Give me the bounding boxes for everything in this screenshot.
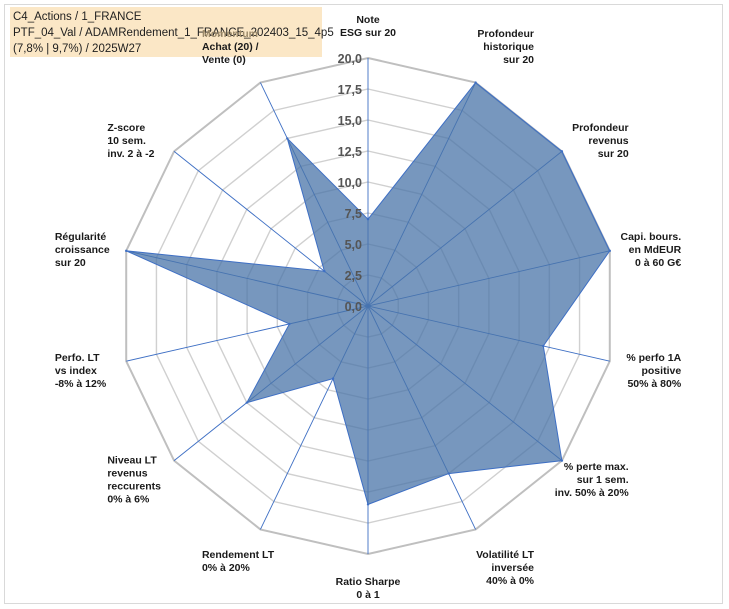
axis-label-1-line-2: sur 20 xyxy=(503,54,534,66)
axis-label-11-line-0: Régularité xyxy=(55,231,107,243)
tick-label-5: 12,5 xyxy=(338,145,362,159)
series-point-8 xyxy=(331,377,335,380)
axis-label-3-line-1: en MdEUR xyxy=(629,244,682,256)
axis-label-10-line-0: Perfo. LT xyxy=(55,352,100,364)
axis-label-2-line-2: sur 20 xyxy=(598,148,629,160)
series-point-13 xyxy=(286,137,289,140)
series-point-9 xyxy=(245,401,249,404)
axis-label-12-line-2: inv. 2 à -2 xyxy=(107,148,154,160)
axis-label-8: Rendement LT0% à 20% xyxy=(202,549,275,574)
axis-label-10-line-2: -8% à 12% xyxy=(55,378,107,390)
axis-label-6-line-0: Volatilité LT xyxy=(476,549,535,561)
axis-label-9-line-2: reccurents xyxy=(107,481,161,493)
title-line-1: C4_Actions / 1_FRANCE xyxy=(13,11,142,23)
axis-label-12-line-1: 10 sem. xyxy=(107,135,146,147)
tick-label-7: 17,5 xyxy=(338,83,362,97)
tick-label-4: 10,0 xyxy=(338,176,362,190)
tick-label-0: 0,0 xyxy=(345,300,362,314)
axis-label-7-line-0: Ratio Sharpe xyxy=(336,576,401,588)
axis-label-0-line-0: Note xyxy=(356,14,379,26)
axis-label-2-line-0: Profondeur xyxy=(572,122,629,134)
axis-label-13-line-1: Achat (20) / xyxy=(202,41,259,53)
axis-label-5-line-0: % perte max. xyxy=(564,461,629,473)
series-point-5 xyxy=(560,459,564,462)
series-point-6 xyxy=(447,472,450,475)
axis-label-6-line-1: inversée xyxy=(491,562,534,574)
tick-label-8: 20,0 xyxy=(338,52,362,66)
tick-label-3: 7,5 xyxy=(345,207,362,221)
tick-label-2: 5,0 xyxy=(345,238,362,252)
axis-label-0-line-1: ESG sur 20 xyxy=(340,27,396,39)
radial-tick-labels: 0,0 2,5 5,0 7,5 10,0 12,5 15,0 17,5 20,0 xyxy=(338,52,362,314)
series-point-11 xyxy=(125,249,128,253)
axis-label-2-line-1: revenus xyxy=(588,135,628,147)
axis-label-1-line-1: historique xyxy=(483,41,534,53)
axis-label-8-line-1: 0% à 20% xyxy=(202,562,251,574)
series-point-12 xyxy=(323,270,326,273)
axis-label-4-line-2: 50% à 80% xyxy=(627,378,681,390)
axis-label-13-line-2: Vente (0) xyxy=(202,54,246,66)
axis-label-9-line-1: revenus xyxy=(107,468,147,480)
series-point-7 xyxy=(366,503,370,506)
title-line-3: (7,8% | 9,7%) / 2025W27 xyxy=(13,43,142,55)
axis-label-5: % perte max.sur 1 sem.inv. 50% à 20% xyxy=(555,461,630,499)
tick-label-6: 15,0 xyxy=(338,114,362,128)
axis-label-1-line-0: Profondeur xyxy=(477,28,534,40)
title-line-2: PTF_04_Val / ADAMRendement_1_FRANCE_2024… xyxy=(13,27,334,39)
axis-label-5-line-2: inv. 50% à 20% xyxy=(555,487,630,499)
axis-label-9-line-0: Niveau LT xyxy=(107,455,157,467)
axis-label-9-line-3: 0% à 6% xyxy=(107,494,150,506)
axis-label-6-line-2: 40% à 0% xyxy=(486,575,535,587)
radar-series xyxy=(125,81,611,506)
axis-label-5-line-1: sur 1 sem. xyxy=(577,474,629,486)
axis-label-3-line-2: 0 à 60 G€ xyxy=(635,257,681,269)
series-point-4 xyxy=(542,344,545,348)
axis-label-11-line-2: sur 20 xyxy=(55,257,86,269)
tick-label-1: 2,5 xyxy=(345,269,362,283)
axis-label-3-line-0: Capi. bours. xyxy=(620,231,681,243)
chart-title-box: C4_Actions / 1_FRANCE PTF_04_Val / ADAMR… xyxy=(10,7,334,57)
axis-label-12-line-0: Z-score xyxy=(107,122,145,134)
series-point-1 xyxy=(474,81,477,84)
axis-label-13-line-0: Momentum xyxy=(202,28,258,40)
series-point-10 xyxy=(288,322,291,326)
axis-label-11-line-1: croissance xyxy=(55,244,110,256)
series-point-3 xyxy=(608,249,611,253)
series-point-0 xyxy=(366,218,370,221)
axis-label-7-line-1: 0 à 1 xyxy=(356,589,380,601)
axis-label-4-line-1: positive xyxy=(641,365,681,377)
axis-label-10-line-1: vs index xyxy=(55,365,97,377)
axis-label-8-line-0: Rendement LT xyxy=(202,549,275,561)
series-point-2 xyxy=(560,150,564,153)
axis-label-4-line-0: % perfo 1A xyxy=(626,352,681,364)
